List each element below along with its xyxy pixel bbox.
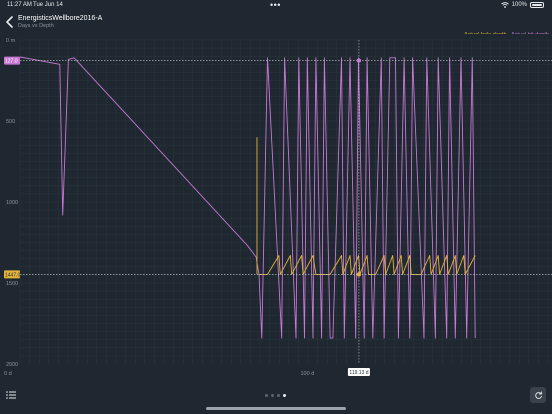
hole-depth-value: 1447.0 — [5, 272, 21, 278]
bit-depth-value: 127.0 — [5, 59, 18, 65]
page-subtitle: Days vs Depth — [18, 23, 54, 29]
y-axis-ticks: 0 m 500 1000 1500 2000 — [6, 38, 18, 368]
bit-depth-marker — [356, 58, 362, 63]
multitasking-dots[interactable]: ••• — [270, 0, 281, 10]
cursor-day-label-bg — [347, 368, 370, 376]
page-dot[interactable] — [271, 394, 274, 397]
chevron-left-icon[interactable] — [4, 15, 16, 29]
crosshair[interactable]: 127.0 1447.0 119.13 d — [4, 40, 552, 376]
status-time: 11:27 AM — [7, 2, 32, 8]
battery-icon — [530, 2, 544, 8]
page-title: EnergisticsWellbore2016-A — [18, 15, 103, 22]
nav-bar: EnergisticsWellbore2016-A Days vs Depth — [0, 12, 552, 34]
page-dot[interactable] — [265, 394, 268, 397]
y-tick-label: 0 m — [6, 38, 16, 44]
hole-depth-label-bg — [4, 270, 20, 279]
page-indicator[interactable] — [265, 394, 286, 397]
home-indicator[interactable] — [206, 407, 346, 410]
cursor-day-value: 119.13 d — [349, 370, 368, 376]
wifi-icon — [500, 2, 509, 8]
bit-depth-label-bg — [4, 56, 20, 65]
y-tick-label: 1000 — [6, 200, 18, 206]
series-line-actual-bit-depth — [19, 56, 476, 339]
y-tick-label: 2000 — [6, 362, 18, 368]
series-line-actual-hole-depth — [259, 255, 476, 275]
x-axis-ticks: 0 d 100 d — [4, 371, 314, 377]
status-right: 100% — [500, 2, 544, 8]
chart-series — [19, 56, 476, 339]
status-date: Tue Jun 14 — [33, 2, 63, 8]
y-tick-label: 500 — [6, 119, 15, 125]
reset-zoom-button[interactable] — [530, 387, 546, 403]
reset-icon — [534, 390, 542, 399]
x-tick-label: 100 d — [300, 371, 314, 377]
page-dot[interactable] — [277, 394, 280, 397]
battery-percent: 100% — [511, 2, 527, 8]
status-bar: 11:27 AM Tue Jun 14 ••• 100% — [0, 0, 552, 12]
y-tick-label: 1500 — [6, 281, 18, 287]
x-tick-label: 0 d — [4, 371, 12, 377]
bottom-bar — [0, 384, 552, 414]
list-icon[interactable] — [6, 390, 16, 400]
page-dot[interactable] — [283, 394, 286, 397]
hole-depth-marker — [356, 272, 362, 277]
